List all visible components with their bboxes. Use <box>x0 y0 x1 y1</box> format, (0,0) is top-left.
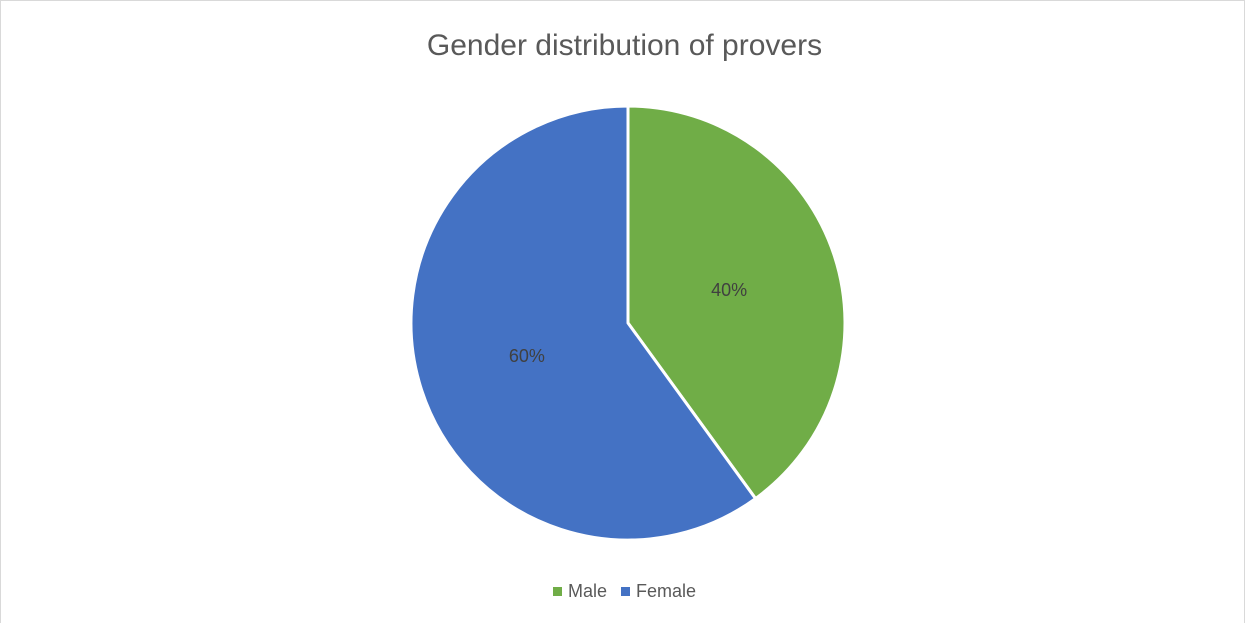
legend-item-female: Female <box>620 581 697 602</box>
legend-item-male: Male <box>552 581 607 602</box>
legend-swatch-female <box>620 587 630 596</box>
legend-swatch-male <box>552 587 562 596</box>
data-label-male: 40% <box>711 280 747 300</box>
data-label-female: 60% <box>509 346 545 366</box>
pie-slice-female <box>409 104 758 542</box>
chart-title: Gender distribution of provers <box>426 29 823 62</box>
legend-label-female: Female <box>635 581 697 601</box>
pie-slice-male <box>626 104 847 501</box>
legend-label-male: Male <box>567 581 607 601</box>
legend: Male Female <box>1 581 1247 602</box>
